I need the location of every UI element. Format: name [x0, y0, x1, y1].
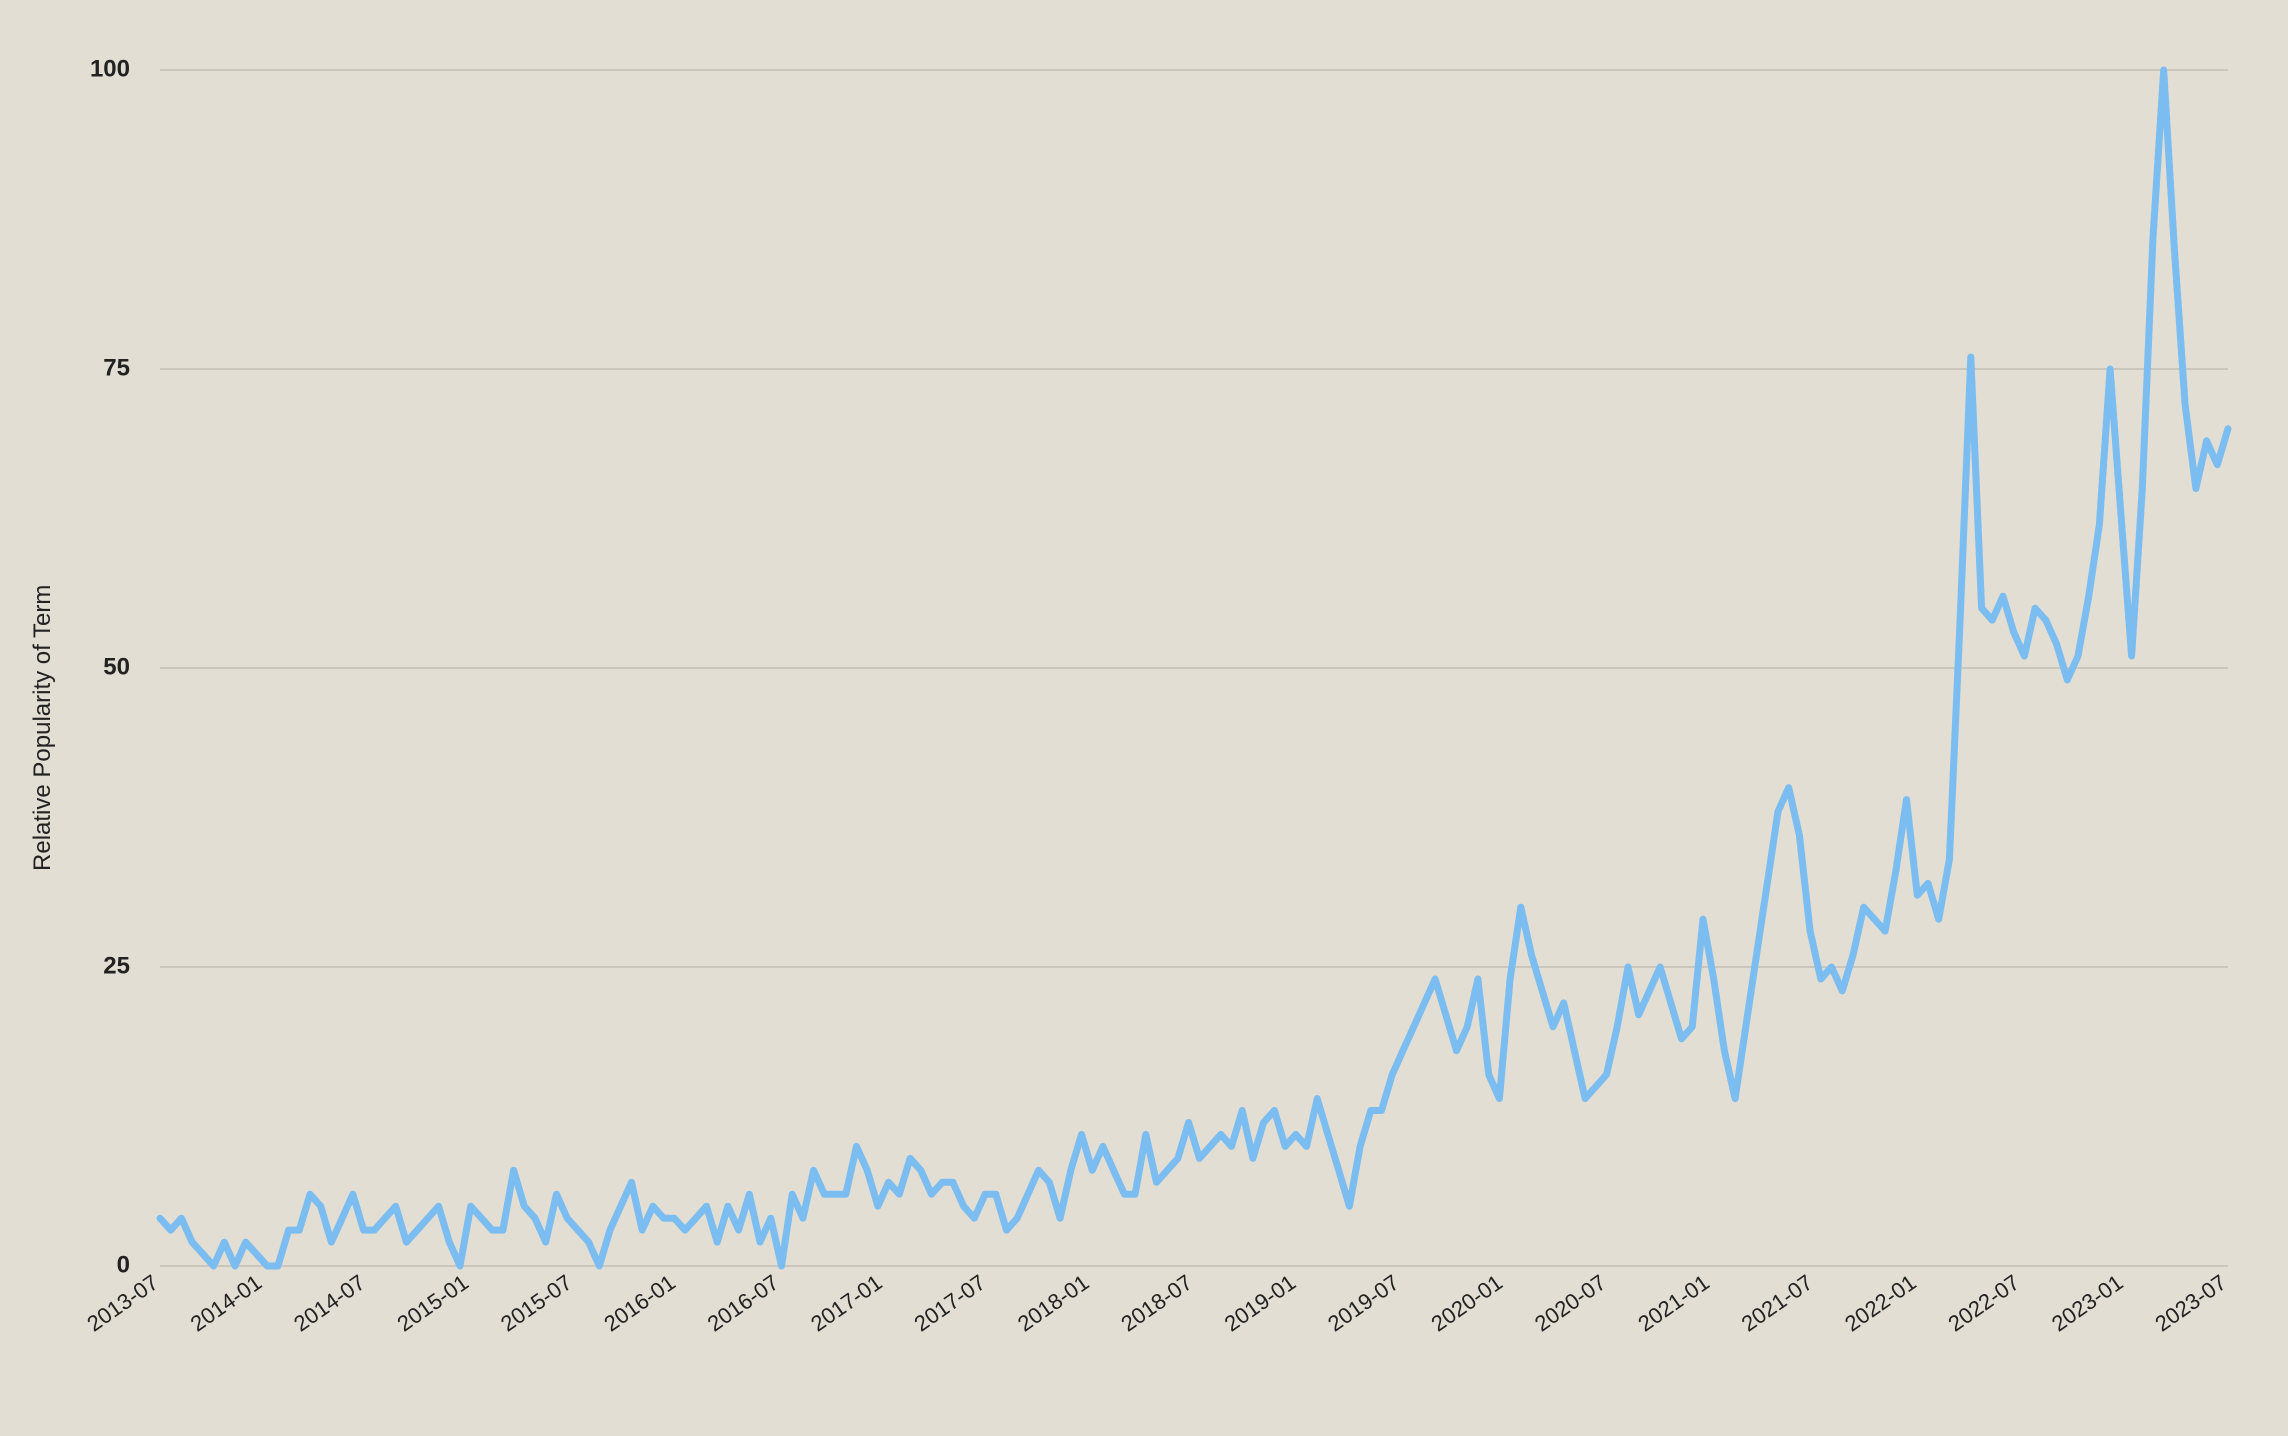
x-tick-label: 2023-07 — [2150, 1270, 2230, 1337]
y-tick-label: 100 — [90, 55, 130, 82]
x-tick-label: 2016-07 — [703, 1270, 783, 1337]
x-tick-label: 2021-01 — [1633, 1270, 1713, 1337]
x-tick-label: 2015-07 — [496, 1270, 576, 1337]
x-tick-label: 2016-01 — [599, 1270, 679, 1337]
y-tick-label: 25 — [103, 952, 130, 979]
chart-svg: 0 25 50 75 100 Relative Popularity of Term 201… — [0, 0, 2288, 1436]
x-tick-label: 2023-01 — [2047, 1270, 2127, 1337]
x-tick-label: 2021-07 — [1737, 1270, 1817, 1337]
x-tick-label: 2013-07 — [82, 1270, 162, 1337]
y-axis-title: Relative Popularity of Term — [29, 585, 56, 871]
line-chart: 0 25 50 75 100 Relative Popularity of Term 201… — [0, 0, 2288, 1436]
x-tick-label: 2018-07 — [1116, 1270, 1196, 1337]
x-tick-label: 2020-07 — [1530, 1270, 1610, 1337]
x-tick-label: 2022-07 — [1944, 1270, 2024, 1337]
x-tick-label: 2018-01 — [1013, 1270, 1093, 1337]
x-tick-label: 2019-01 — [1220, 1270, 1300, 1337]
y-tick-label: 75 — [103, 354, 130, 381]
x-tick-label: 2014-01 — [186, 1270, 266, 1337]
y-tick-label: 0 — [117, 1251, 130, 1278]
x-tick-label: 2017-07 — [910, 1270, 990, 1337]
x-tick-label: 2022-01 — [1840, 1270, 1920, 1337]
x-tick-label: 2015-01 — [393, 1270, 473, 1337]
x-tick-label: 2020-01 — [1427, 1270, 1507, 1337]
x-tick-label: 2014-07 — [289, 1270, 369, 1337]
x-tick-label: 2019-07 — [1323, 1270, 1403, 1337]
y-tick-label: 50 — [103, 653, 130, 680]
x-tick-label: 2017-01 — [806, 1270, 886, 1337]
